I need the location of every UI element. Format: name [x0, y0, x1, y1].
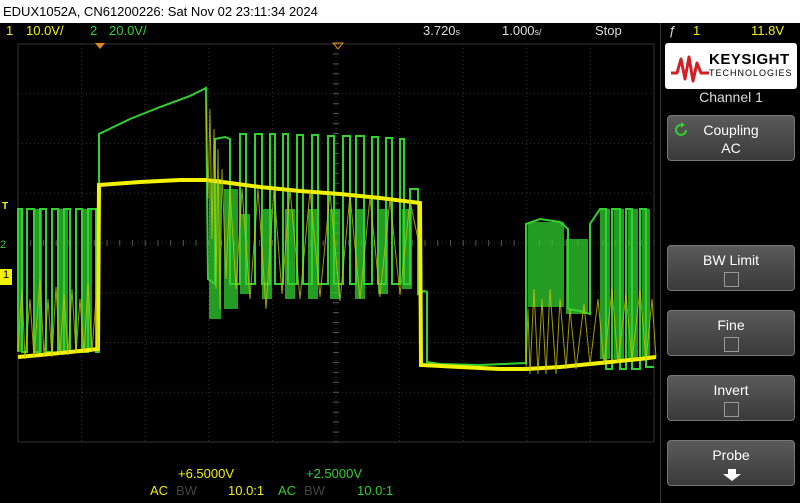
window-title: EDUX1052A, CN61200226: Sat Nov 02 23:11:…	[0, 0, 800, 23]
timebase-readout[interactable]: 1.000s/	[502, 23, 542, 40]
run-state: Stop	[595, 23, 622, 38]
ch2-probe: 10.0:1	[357, 483, 394, 498]
waveform-display[interactable]: T 2 1	[0, 39, 660, 464]
invert-label: Invert	[713, 382, 749, 398]
trigger-level-marker[interactable]: T	[2, 201, 9, 212]
delay-unit: s	[455, 27, 461, 37]
brand-subtitle: TECHNOLOGIES	[709, 68, 793, 78]
ch1-number[interactable]: 1	[6, 23, 14, 38]
brand-name: KEYSIGHT	[709, 51, 790, 68]
channel-2-bursts	[18, 179, 650, 359]
trigger-status: ƒ 1 11.8V	[661, 23, 800, 39]
ch2-bw: BW	[304, 483, 325, 498]
keysight-wave-icon	[671, 55, 709, 83]
ch2-number[interactable]: 2	[90, 23, 98, 38]
bw-limit-label: BW Limit	[703, 252, 759, 268]
channel-1-noise	[17, 98, 657, 375]
trigger-edge-icon: ƒ	[669, 23, 677, 38]
trigger-position-marker[interactable]	[95, 43, 105, 49]
fine-checkbox[interactable]	[724, 337, 739, 352]
coupling-softkey[interactable]: Coupling AC	[667, 115, 795, 161]
ch2-scale[interactable]: 20.0V/	[109, 23, 147, 38]
invert-softkey[interactable]: Invert	[667, 375, 795, 421]
bw-limit-softkey[interactable]: BW Limit	[667, 245, 795, 291]
rotate-knob-icon	[675, 122, 687, 136]
ch2-coupling: AC	[278, 483, 297, 498]
bw-limit-checkbox[interactable]	[724, 272, 739, 287]
invert-checkbox[interactable]	[724, 402, 739, 417]
ch2-offset[interactable]: +2.5000V	[306, 466, 363, 481]
ch2-ground-marker[interactable]: 2	[0, 239, 7, 251]
coupling-value: AC	[721, 140, 741, 156]
status-bar: 1 10.0V/ 2 20.0V/ 3.720s 1.000s/ Stop	[0, 23, 660, 39]
brand-logo: KEYSIGHT TECHNOLOGIES	[665, 43, 797, 89]
ch1-coupling: AC	[150, 483, 169, 498]
menu-title: Channel 1	[699, 89, 763, 105]
coupling-label: Coupling	[703, 122, 759, 138]
timebase-unit: s/	[534, 27, 542, 37]
graticule	[17, 42, 657, 443]
probe-softkey[interactable]: Probe	[667, 440, 795, 486]
trigger-level[interactable]: 11.8V	[751, 23, 785, 38]
arrow-down-icon	[723, 469, 741, 481]
fine-label: Fine	[717, 317, 745, 333]
probe-label: Probe	[712, 447, 750, 463]
ch1-bw: BW	[176, 483, 197, 498]
ch1-ground-marker[interactable]: 1	[0, 269, 12, 285]
trigger-source[interactable]: 1	[693, 23, 701, 38]
delay-value: 3.720	[423, 23, 456, 38]
delay-marker[interactable]	[331, 42, 345, 50]
fine-softkey[interactable]: Fine	[667, 310, 795, 356]
ch1-scale[interactable]: 10.0V/	[26, 23, 64, 38]
ch1-offset[interactable]: +6.5000V	[178, 466, 235, 481]
timebase-value: 1.000	[502, 23, 535, 38]
ch1-probe: 10.0:1	[228, 483, 265, 498]
channel-info-bar: +6.5000V +2.5000V AC BW 10.0:1 AC BW 10.…	[0, 464, 660, 503]
softkey-panel: ƒ 1 11.8V KEYSIGHT TECHNOLOGIES Channel …	[660, 23, 800, 503]
delay-readout[interactable]: 3.720s	[423, 23, 460, 40]
